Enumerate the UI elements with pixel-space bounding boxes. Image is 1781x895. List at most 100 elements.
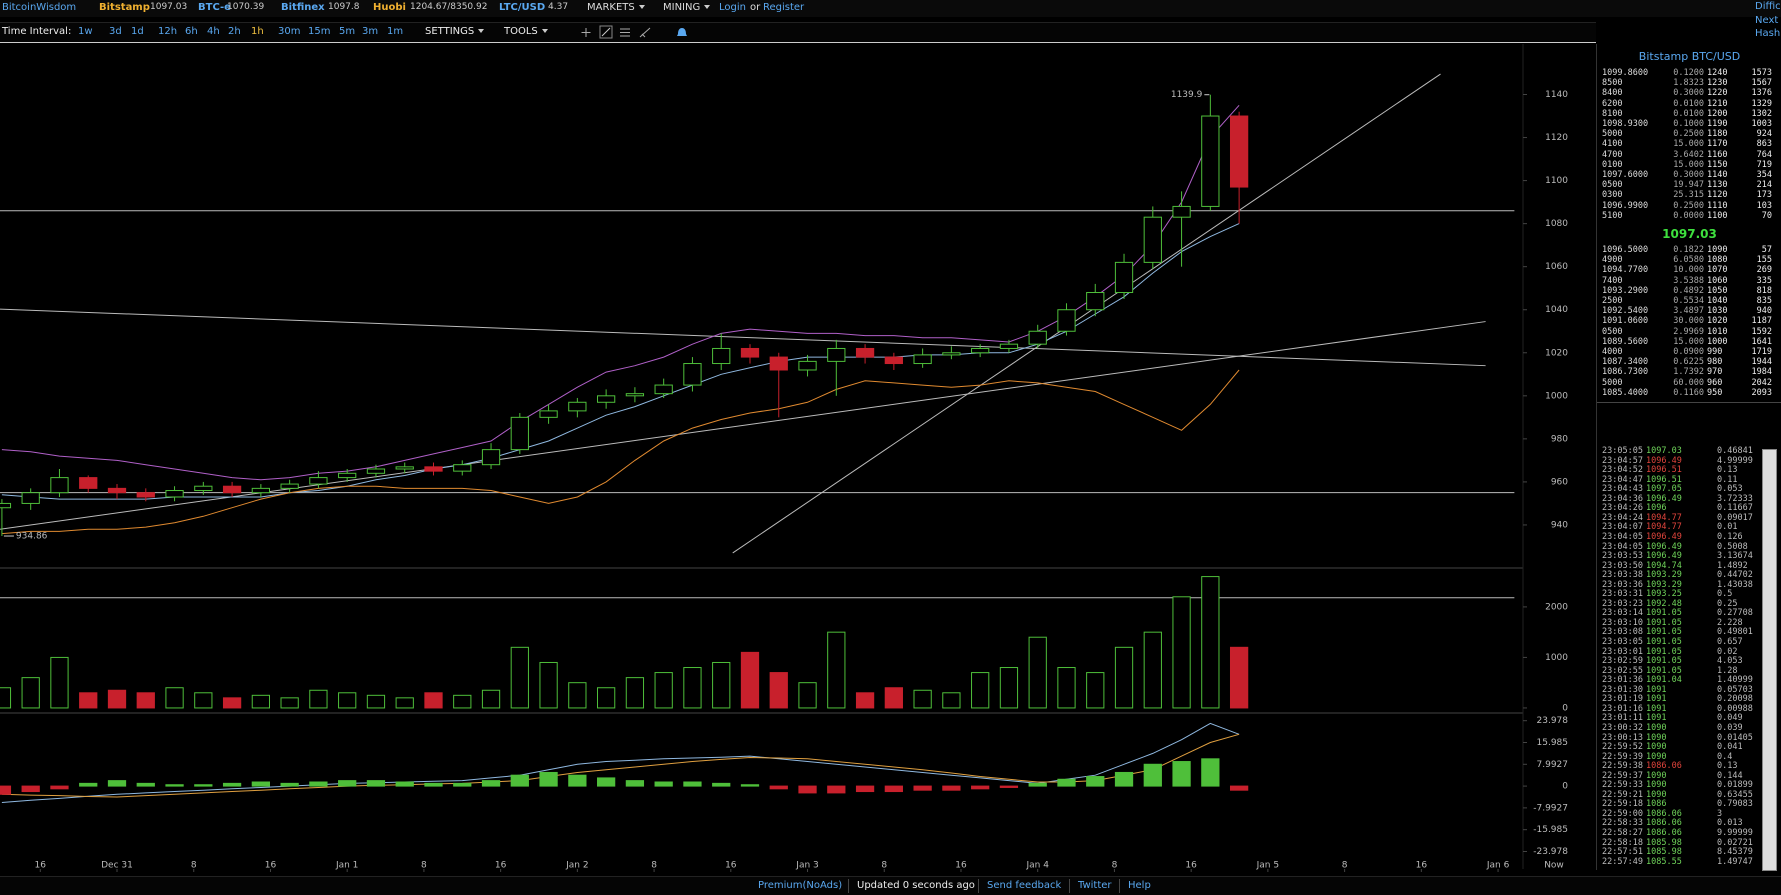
trade-amount: 0.4 (1717, 751, 1733, 762)
order-book: Bitstamp BTC/USD 1097.03 1099.8600 0.1200… (1596, 44, 1781, 871)
trade-time: 22:58:18 (1602, 837, 1643, 848)
book-cell: 1100 (1707, 210, 1728, 221)
histogram-bar (1143, 763, 1162, 787)
footer-item[interactable]: Twitter (1078, 880, 1112, 891)
book-cell: 1200 (1707, 108, 1728, 119)
interval-button[interactable]: 6h (185, 26, 198, 37)
book-cell: 15.000 (1673, 159, 1704, 170)
interval-button[interactable]: 4h (207, 26, 220, 37)
trade-amount: 0.01 (1717, 522, 1738, 533)
ticker-name[interactable]: BTC-e (198, 2, 231, 13)
trade-time: 23:02:59 (1602, 656, 1643, 667)
y-tick-label: -15.985 (1533, 825, 1568, 835)
book-cell: 0.5534 (1673, 296, 1704, 306)
trade-time: 22:57:51 (1602, 847, 1643, 858)
interval-button[interactable]: 1m (387, 26, 404, 37)
book-cell: 1592 (1751, 326, 1772, 337)
candle-body (309, 477, 328, 485)
book-cell: 0.1822 (1673, 245, 1704, 255)
book-cell: 1086.7300 (1602, 367, 1649, 378)
trade-amount: 2.228 (1717, 617, 1743, 628)
histogram-bar (0, 785, 12, 795)
y-tick-label: 1000 (1545, 391, 1568, 401)
mining-menu[interactable]: MINING (663, 2, 710, 13)
interval-button[interactable]: 1w (78, 26, 93, 37)
side-text: Hash (1755, 28, 1781, 39)
book-cell: 1190 (1707, 119, 1728, 129)
y-tick-label: 1120 (1545, 133, 1568, 143)
footer-item[interactable]: Send feedback (987, 880, 1062, 891)
trade-amount: 0.49801 (1717, 627, 1753, 638)
trade-time: 22:59:18 (1602, 799, 1643, 810)
toolbar: Time Interval: SETTINGS TOOLS 1w 3d 1d 12h 6… (0, 22, 1596, 43)
interval-button[interactable]: 3m (362, 26, 379, 37)
candle-body (683, 363, 702, 386)
volume-bar (1229, 646, 1249, 709)
histogram-bar (194, 784, 213, 787)
trade-price: 1091 (1646, 684, 1667, 695)
ticker-price: 1204.67/8350.92 (410, 2, 488, 12)
ticker-name[interactable]: Bitstamp (99, 2, 150, 13)
tools-menu[interactable]: TOOLS (504, 26, 548, 37)
trade-amount: 0.20098 (1717, 694, 1753, 705)
footer-item[interactable]: Premium(NoAds) (758, 880, 843, 891)
trade-price: 1094.74 (1646, 560, 1682, 571)
y-tick-label: 0 (1562, 703, 1568, 713)
trade-price: 1091 (1646, 694, 1667, 705)
markets-menu[interactable]: MARKETS (587, 2, 645, 13)
scrollbar[interactable] (1762, 449, 1777, 871)
book-cell: 0.3000 (1673, 88, 1704, 99)
interval-button[interactable]: 15m (308, 26, 331, 37)
y-tick-label: 1000 (1545, 653, 1568, 663)
book-cell: 1089.5600 (1602, 336, 1649, 347)
histogram-bar (1057, 778, 1076, 787)
settings-menu[interactable]: SETTINGS (425, 26, 484, 37)
volume-bar (50, 656, 69, 709)
login-link[interactable]: Login (719, 2, 746, 13)
volume-bar (913, 689, 932, 709)
trade-price: 1096.51 (1646, 465, 1682, 476)
trade-time: 23:03:05 (1602, 637, 1643, 647)
trade-price: 1091.05 (1646, 646, 1682, 657)
trade-time: 22:58:33 (1602, 818, 1643, 829)
interval-button[interactable]: 1h (251, 26, 264, 37)
book-cell: 4000 (1602, 347, 1623, 357)
trade-amount: 0.44702 (1717, 570, 1753, 581)
book-cell: 269 (1756, 265, 1772, 276)
logo[interactable]: BitcoinWisdom (2, 2, 77, 13)
register-link[interactable]: Register (763, 2, 805, 13)
ticker-name[interactable]: Bitfinex (281, 2, 325, 13)
interval-button[interactable]: 5m (339, 26, 356, 37)
ticker-name[interactable]: LTC/USD (499, 2, 546, 13)
interval-button[interactable]: 30m (278, 26, 301, 37)
ticker-name[interactable]: Huobi (373, 2, 406, 13)
trade-time: 23:02:55 (1602, 665, 1643, 676)
book-cell: 173 (1756, 190, 1772, 201)
x-tick-label: 16 (35, 861, 47, 871)
interval-button[interactable]: 12h (158, 26, 178, 37)
histogram-bar (769, 785, 788, 790)
interval-button[interactable]: 2h (228, 26, 241, 37)
trade-price: 1091.04 (1646, 675, 1682, 686)
interval-button[interactable]: 3d (109, 26, 122, 37)
y-tick-label: 1140 (1545, 90, 1568, 100)
tool-icons[interactable] (580, 25, 690, 40)
book-cell: 0.2500 (1673, 129, 1704, 140)
interval-button[interactable]: 1d (131, 26, 144, 37)
trade-time: 23:04:52 (1602, 465, 1643, 476)
volume-bar (453, 694, 472, 709)
trade-time: 23:01:30 (1602, 684, 1643, 695)
volume-bar (79, 692, 98, 709)
trade-time: 23:04:07 (1602, 522, 1643, 533)
book-cell: 0.1160 (1673, 387, 1704, 398)
book-cell: 1240 (1707, 68, 1728, 78)
footer-item[interactable]: Help (1128, 880, 1151, 891)
x-tick-label: 8 (191, 861, 197, 871)
indicator-line (1, 104, 1240, 481)
trade-price: 1086.06 (1646, 828, 1682, 838)
histogram-bar (1229, 785, 1249, 791)
candle-body (1172, 205, 1191, 218)
y-tick-label: 0 (1562, 782, 1568, 792)
trade-price: 1090 (1646, 751, 1667, 762)
trade-amount: 0.02 (1717, 646, 1738, 657)
